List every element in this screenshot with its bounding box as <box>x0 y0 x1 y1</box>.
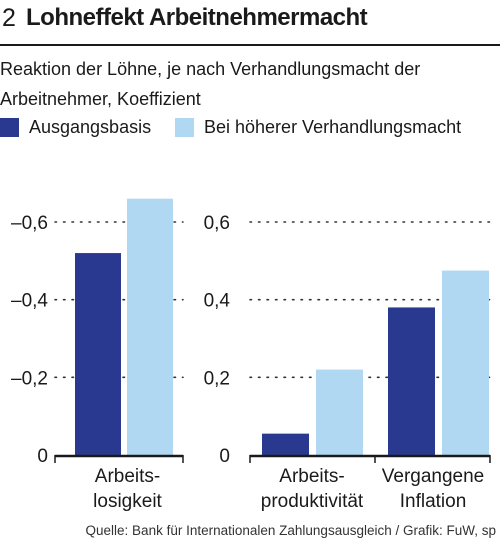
y-tick-label-left-1: –0,4 <box>11 291 48 312</box>
bar-left-0-0 <box>75 253 121 455</box>
category-label-right-1-0: Vergangene <box>382 466 485 487</box>
category-label-left-0-0: Arbeits- <box>95 466 160 487</box>
legend-item-hoehere-verhandlungsmacht: Bei höherer Verhandlungsmacht <box>175 117 461 138</box>
chart-header: 2 Lohneffekt Arbeitnehmermacht <box>0 0 500 46</box>
legend-label-hoehere-verhandlungsmacht: Bei höherer Verhandlungsmacht <box>204 117 462 137</box>
bar-right-1-1 <box>442 270 489 455</box>
category-label-right-0-0: Arbeits- <box>279 466 344 487</box>
legend: Ausgangsbasis Bei höherer Verhandlungsma… <box>0 117 500 143</box>
chart-title: Lohneffekt Arbeitnehmermacht <box>26 4 368 31</box>
bar-right-0-0 <box>262 433 309 455</box>
y-tick-label-left-0: –0,6 <box>11 213 48 234</box>
bar-right-0-1 <box>316 369 363 455</box>
y-tick-label-left-2: –0,2 <box>11 368 48 389</box>
y-tick-label-right-2: 0,2 <box>204 368 230 389</box>
bar-left-0-1 <box>127 198 173 455</box>
chart-subtitle: Reaktion der Löhne, je nach Verhandlungs… <box>0 59 421 109</box>
bar-right-1-0 <box>388 307 435 455</box>
category-label-right-1-1: Inflation <box>400 491 467 512</box>
source-note: Quelle: Bank für Internationalen Zahlung… <box>85 523 496 538</box>
y-tick-label-left-3: 0 <box>37 446 48 467</box>
category-label-left-0-1: losigkeit <box>93 491 162 512</box>
y-tick-label-right-3: 0 <box>219 446 230 467</box>
y-tick-label-right-1: 0,4 <box>204 291 231 312</box>
figure-number: 2 <box>2 4 16 32</box>
legend-swatch-ausgangsbasis <box>0 118 19 137</box>
y-tick-label-right-0: 0,6 <box>204 213 230 234</box>
legend-swatch-hoehere-verhandlungsmacht <box>175 118 194 137</box>
category-label-right-0-1: produktivität <box>261 491 364 512</box>
legend-item-ausgangsbasis: Ausgangsbasis <box>0 117 151 138</box>
legend-label-ausgangsbasis: Ausgangsbasis <box>29 117 152 137</box>
